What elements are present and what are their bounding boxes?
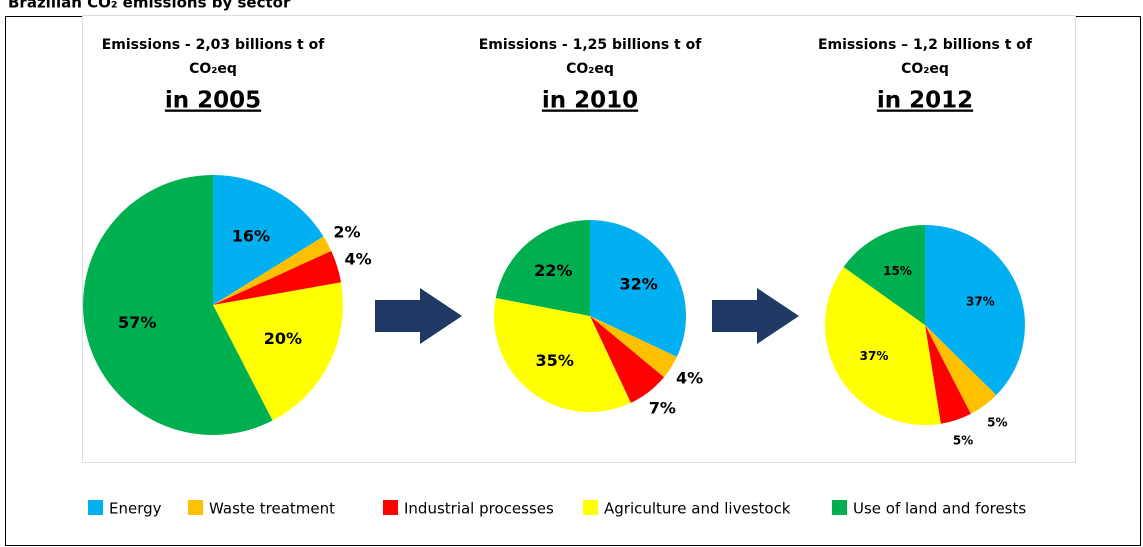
pie-slice <box>590 316 677 378</box>
data-label: 2% <box>333 223 360 242</box>
legend-swatch <box>383 500 398 515</box>
pie-slice <box>495 220 590 316</box>
data-label: 4% <box>345 249 372 268</box>
pie-slice <box>213 175 324 305</box>
pie-annotation: in 2012 <box>877 88 973 114</box>
pie-annotation: in 2005 <box>165 88 261 114</box>
data-label: 4% <box>676 369 703 388</box>
pie-title: Emissions - 2,03 billions t of <box>102 37 326 53</box>
pie-slice <box>590 220 686 357</box>
legend-label: Agriculture and livestock <box>604 500 791 518</box>
pie-slice <box>213 282 343 421</box>
pie-slice <box>925 325 997 414</box>
data-label: 5% <box>953 433 973 447</box>
pie-slice <box>494 298 631 412</box>
legend-label: Energy <box>109 500 162 518</box>
data-label: 37% <box>860 349 889 363</box>
legend-swatch <box>188 500 203 515</box>
pie-slice <box>83 175 273 435</box>
page-title: Brazilian CO₂ emissions by sector <box>8 0 291 12</box>
legend-swatch <box>583 500 598 515</box>
pie-slice <box>213 236 332 305</box>
pie-slice <box>843 225 925 325</box>
data-label: 22% <box>534 261 572 280</box>
legend-label: Industrial processes <box>404 500 554 518</box>
pie-subtitle: CO₂eq <box>566 61 614 77</box>
data-label: 57% <box>118 313 156 332</box>
data-label: 5% <box>987 416 1007 430</box>
pie-title: Emissions - 1,25 billions t of <box>479 37 703 53</box>
data-label: 37% <box>966 294 995 308</box>
legend-label: Waste treatment <box>209 500 335 518</box>
data-label: 16% <box>232 226 270 245</box>
data-label: 20% <box>264 329 302 348</box>
pie-title: Emissions – 1,2 billions t of <box>818 37 1033 53</box>
data-label: 15% <box>883 264 912 278</box>
pie-slice <box>925 225 1025 396</box>
pie-slice <box>213 250 342 305</box>
pie-subtitle: CO₂eq <box>901 61 949 77</box>
legend-label: Use of land and forests <box>853 500 1026 518</box>
arrow <box>712 288 799 344</box>
pie-slice <box>590 316 664 403</box>
data-label: 32% <box>619 275 657 294</box>
pie-slice <box>824 266 941 425</box>
data-label: 7% <box>649 399 676 418</box>
legend-swatch <box>832 500 847 515</box>
pie-annotation: in 2010 <box>542 88 638 114</box>
pie-slice <box>925 325 971 424</box>
data-label: 35% <box>536 351 574 370</box>
arrow <box>375 288 462 344</box>
pie-subtitle: CO₂eq <box>189 61 237 77</box>
legend-swatch <box>88 500 103 515</box>
